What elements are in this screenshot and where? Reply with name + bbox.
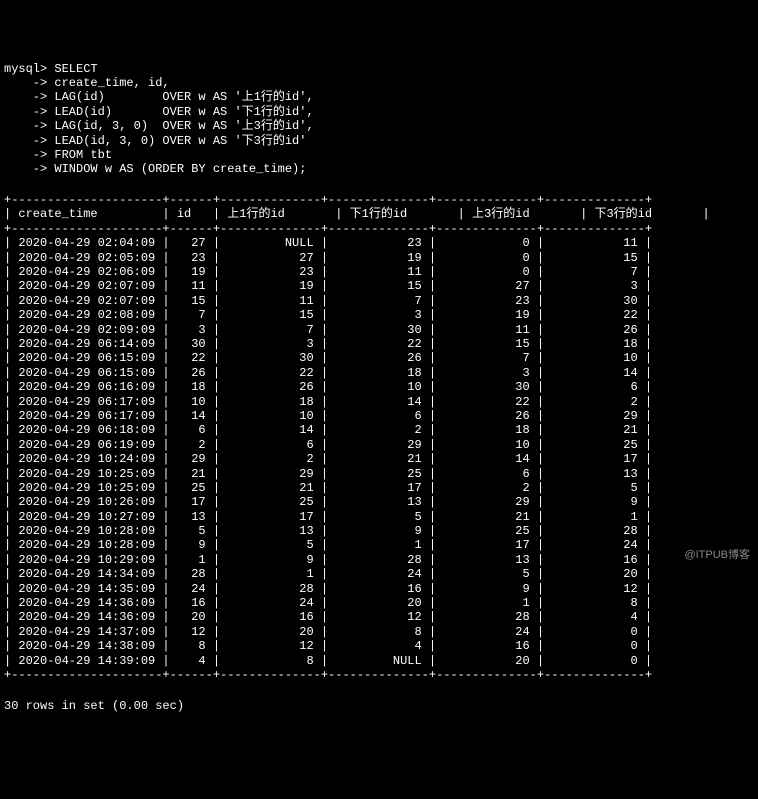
watermark-text: @ITPUB博客 (684, 549, 750, 562)
result-footer: 30 rows in set (0.00 sec) (4, 699, 754, 713)
table-output: +---------------------+------+----------… (4, 193, 754, 682)
query-block: mysql> SELECT -> create_time, id, -> LAG… (4, 62, 754, 177)
